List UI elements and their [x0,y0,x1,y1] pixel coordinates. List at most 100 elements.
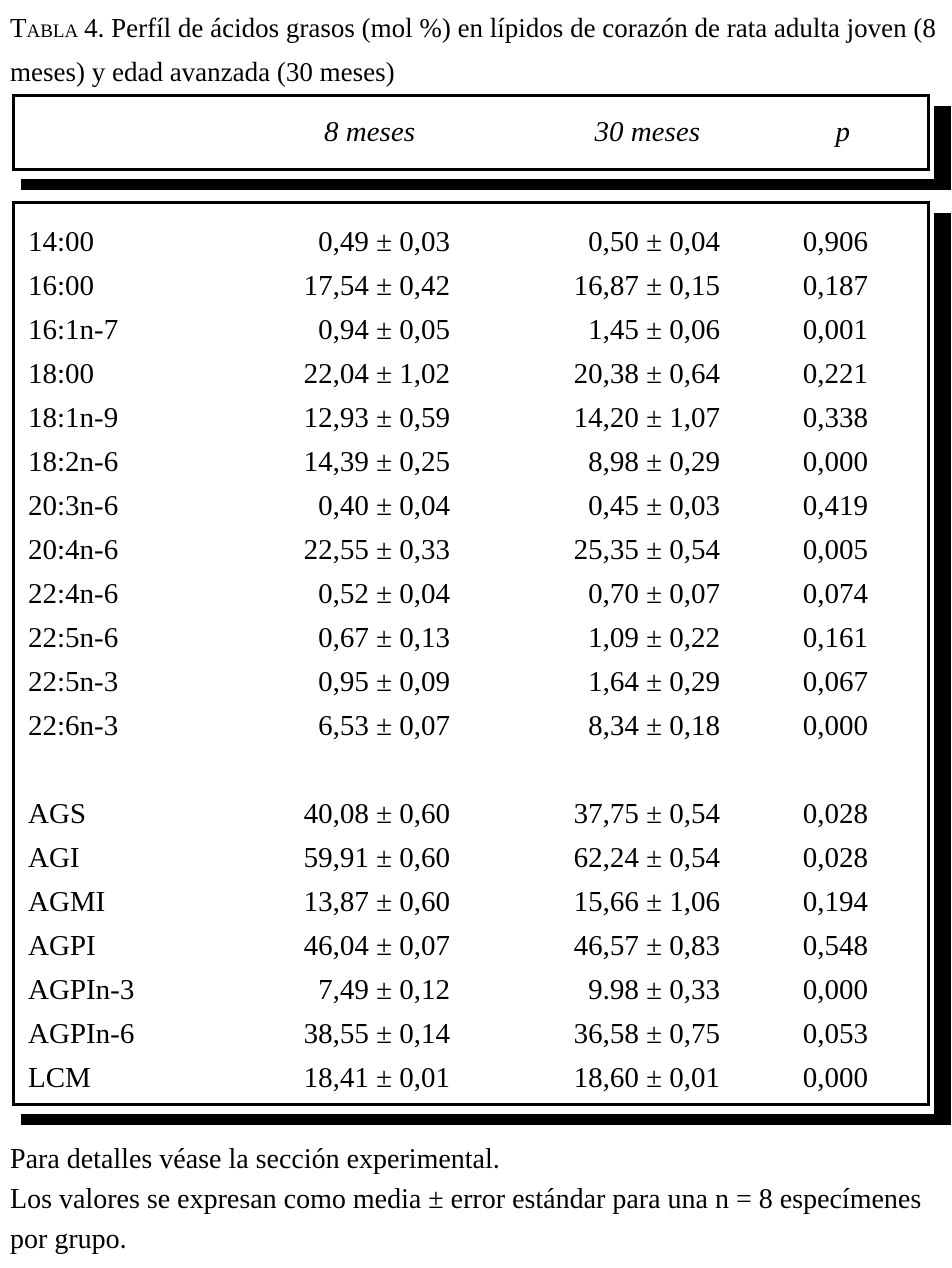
table-row: 22:4n-6 0,52 ± 0,04 0,70 ± 0,07 0,074 [15,572,927,616]
table-row: 20:3n-6 0,40 ± 0,04 0,45 ± 0,03 0,419 [15,484,927,528]
row-spacer [883,220,927,264]
value-30-meses: 0,70 ± 0,07 [588,578,720,610]
value-30-meses: 46,57 ± 0,83 [573,930,720,962]
value-8-meses: 59,91 ± 0,60 [303,842,450,874]
value-30-meses: 1,09 ± 0,22 [588,622,720,654]
row-spacer [883,660,927,704]
value-30-meses: 36,58 ± 0,75 [573,1018,720,1050]
table-row: AGI 59,91 ± 0,60 62,24 ± 0,54 0,028 [15,836,927,880]
row-spacer [883,968,927,1012]
row-spacer [883,572,927,616]
row-spacer [883,352,927,396]
fatty-acid-label: AGPI [28,930,96,962]
value-30-meses: 15,66 ± 1,06 [573,886,720,918]
row-spacer [883,1012,927,1056]
column-header-row: 8 meses 30 meses p [15,97,927,168]
row-spacer [883,264,927,308]
value-p: 0,000 [802,446,868,478]
table-row: 18:1n-9 12,93 ± 0,59 14,20 ± 1,07 0,338 [15,396,927,440]
value-30-meses: 0,45 ± 0,03 [588,490,720,522]
value-p: 0,028 [802,842,868,874]
row-spacer [883,440,927,484]
table-caption: Tabla 4. Perfíl de ácidos grasos (mol %) … [10,6,948,94]
fatty-acid-label: AGMI [28,886,106,918]
table-row: 22:6n-3 6,53 ± 0,07 8,34 ± 0,18 0,000 [15,704,927,748]
value-p: 0,906 [802,226,868,258]
caption-label: Tabla [10,13,79,43]
value-8-meses: 40,08 ± 0,60 [303,798,450,830]
row-spacer [883,880,927,924]
row-spacer [883,792,927,836]
fatty-acid-label: 16:00 [28,270,95,302]
value-p: 0,548 [802,930,868,962]
fatty-acid-label: 22:5n-3 [28,666,119,698]
table-row: 14:00 0,49 ± 0,03 0,50 ± 0,04 0,906 [15,220,927,264]
value-p: 0,067 [802,666,868,698]
value-p: 0,053 [802,1018,868,1050]
value-30-meses: 9.98 ± 0,33 [588,974,720,1006]
footnotes: Para detalles véase la sección experimen… [10,1140,942,1260]
column-header-30-meses: 30 meses [594,116,700,148]
value-30-meses: 16,87 ± 0,15 [573,270,720,302]
footnote-line: Para detalles véase la sección experimen… [10,1144,500,1175]
table-row: 18:00 22,04 ± 1,02 20,38 ± 0,64 0,221 [15,352,927,396]
value-8-meses: 46,04 ± 0,07 [303,930,450,962]
table-row: AGPIn-3 7,49 ± 0,12 9.98 ± 0,33 0,000 [15,968,927,1012]
row-spacer [883,704,927,748]
value-8-meses: 38,55 ± 0,14 [303,1018,450,1050]
row-spacer [883,836,927,880]
value-30-meses: 20,38 ± 0,64 [573,358,720,390]
table-row: LCM 18,41 ± 0,01 18,60 ± 0,01 0,000 [15,1056,927,1100]
column-header-spacer [883,97,927,168]
value-p: 0,074 [802,578,868,610]
group-spacer-row [15,748,927,792]
value-30-meses: 18,60 ± 0,01 [573,1062,720,1094]
value-p: 0,338 [802,402,868,434]
fatty-acid-label: AGPIn-6 [28,1018,135,1050]
row-spacer [883,616,927,660]
value-p: 0,187 [802,270,868,302]
fatty-acid-label: 20:3n-6 [28,490,119,522]
fatty-acid-label: 16:1n-7 [28,314,119,346]
table-row: AGPI 46,04 ± 0,07 46,57 ± 0,83 0,548 [15,924,927,968]
caption-text: 4. Perfíl de ácidos grasos (mol %) en lí… [10,13,936,87]
value-30-meses: 8,34 ± 0,18 [588,710,720,742]
value-p: 0,005 [802,534,868,566]
fatty-acid-label: LCM [28,1062,91,1094]
table-row: 22:5n-6 0,67 ± 0,13 1,09 ± 0,22 0,161 [15,616,927,660]
data-table: 14:00 0,49 ± 0,03 0,50 ± 0,04 0,906 16:0… [15,220,927,1100]
value-8-meses: 22,55 ± 0,33 [303,534,450,566]
fatty-acid-label: AGS [28,798,87,830]
row-spacer [883,484,927,528]
value-30-meses: 0,50 ± 0,04 [588,226,720,258]
table-row: AGPIn-6 38,55 ± 0,14 36,58 ± 0,75 0,053 [15,1012,927,1056]
value-p: 0,221 [802,358,868,390]
fatty-acid-label: 22:6n-3 [28,710,119,742]
value-p: 0,028 [802,798,868,830]
column-header-8-meses: 8 meses [323,116,415,148]
fatty-acid-label: AGPIn-3 [28,974,135,1006]
data-table-box: 14:00 0,49 ± 0,03 0,50 ± 0,04 0,906 16:0… [12,201,951,1125]
column-header-box: 8 meses 30 meses p [12,94,951,190]
value-30-meses: 37,75 ± 0,54 [573,798,720,830]
value-30-meses: 14,20 ± 1,07 [573,402,720,434]
value-8-meses: 0,94 ± 0,05 [318,314,450,346]
value-30-meses: 8,98 ± 0,29 [588,446,720,478]
column-header-empty [15,97,230,168]
value-8-meses: 14,39 ± 0,25 [303,446,450,478]
footnote-line: Los valores se expresan como media ± err… [10,1184,922,1255]
value-30-meses: 1,64 ± 0,29 [588,666,720,698]
value-p: 0,000 [802,710,868,742]
row-spacer [883,924,927,968]
value-p: 0,000 [802,1062,868,1094]
value-8-meses: 0,95 ± 0,09 [318,666,450,698]
fatty-acid-label: 18:1n-9 [28,402,119,434]
value-p: 0,194 [802,886,868,918]
table-row: 16:1n-7 0,94 ± 0,05 1,45 ± 0,06 0,001 [15,308,927,352]
fatty-acid-label: AGI [28,842,80,874]
fatty-acid-label: 22:4n-6 [28,578,119,610]
value-8-meses: 0,67 ± 0,13 [318,622,450,654]
value-8-meses: 6,53 ± 0,07 [318,710,450,742]
value-8-meses: 22,04 ± 1,02 [303,358,450,390]
table-row: 16:00 17,54 ± 0,42 16,87 ± 0,15 0,187 [15,264,927,308]
